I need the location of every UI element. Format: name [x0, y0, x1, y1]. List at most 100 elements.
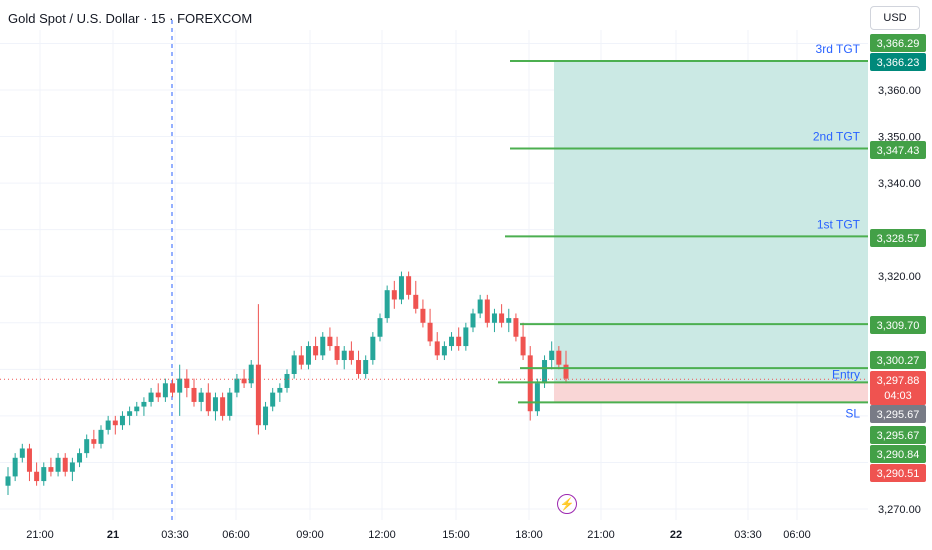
- price-tag: 3,295.67: [870, 405, 926, 423]
- candle: [370, 332, 376, 365]
- price-tag-text: 3,297.88: [877, 375, 920, 387]
- candle: [363, 355, 369, 379]
- price-tag-bg: [870, 371, 926, 405]
- chart-title: Gold Spot / U.S. Dollar · 15 · FOREXCOM: [8, 11, 253, 26]
- x-axis[interactable]: 21:00 21 03:30 06:00 09:00 12:00 15:00 18:00 21:…: [26, 529, 811, 541]
- price-tag: 3,290.51: [870, 464, 926, 482]
- candle: [191, 378, 197, 407]
- price-tag: 3,290.84: [870, 445, 926, 463]
- candle: [234, 373, 240, 398]
- candle: [398, 271, 404, 305]
- candle-body: [41, 467, 47, 482]
- candle-body: [248, 364, 254, 384]
- candle-body: [234, 378, 240, 393]
- x-tick-label: 09:00: [296, 529, 324, 541]
- candle: [334, 336, 340, 365]
- candle-body: [556, 350, 562, 365]
- candle: [255, 304, 261, 435]
- candle: [506, 308, 512, 333]
- candle-body: [62, 457, 68, 472]
- x-tick-label: 12:00: [368, 529, 396, 541]
- candle-body: [313, 346, 319, 356]
- candle: [277, 383, 283, 402]
- price-tag: 3,297.88 04:03: [870, 371, 926, 405]
- risk-reward-zones: [554, 60, 868, 403]
- candle-body: [363, 360, 369, 374]
- candle-body: [549, 350, 555, 361]
- candle: [184, 369, 190, 398]
- candle-body: [34, 471, 40, 482]
- candle-body: [441, 346, 447, 356]
- candle-body: [463, 327, 469, 347]
- candle: [270, 387, 276, 412]
- candle: [477, 294, 483, 319]
- candle-body: [449, 336, 455, 347]
- candle-body: [305, 346, 311, 365]
- candle: [484, 294, 490, 328]
- y-tick-label: 3,360.00: [878, 85, 921, 97]
- candle-body: [427, 322, 433, 342]
- candle: [491, 308, 497, 333]
- candle-body: [263, 406, 269, 426]
- candle: [162, 378, 168, 402]
- candle-body: [563, 364, 569, 379]
- price-tag-bg: [870, 445, 926, 463]
- candle: [556, 346, 562, 370]
- candle: [119, 411, 125, 430]
- candle-body: [127, 411, 133, 416]
- candle-body: [84, 439, 90, 454]
- candle: [127, 406, 133, 426]
- grid: [0, 30, 868, 520]
- candle-body: [534, 383, 540, 412]
- candle: [220, 392, 226, 421]
- candle-body: [141, 401, 147, 407]
- price-tag-bg: [870, 53, 926, 71]
- candle: [91, 429, 97, 449]
- level-label: SL: [845, 406, 860, 420]
- price-tag-text: 3,290.84: [877, 449, 920, 461]
- candle: [26, 443, 32, 482]
- candle: [5, 467, 11, 496]
- price-tag-countdown: 04:03: [884, 390, 912, 402]
- candle: [41, 462, 47, 486]
- candle-body: [391, 290, 397, 300]
- candle-body: [420, 308, 426, 323]
- candle: [212, 392, 218, 421]
- price-tag: 3,295.67: [870, 426, 926, 444]
- candle: [513, 313, 519, 342]
- candle-body: [370, 336, 376, 361]
- candle-body: [255, 364, 261, 426]
- candle-body: [105, 420, 111, 430]
- y-axis[interactable]: 3,360.00 3,350.00 3,340.00 3,320.00 3,270.00: [878, 85, 921, 516]
- price-tag: 3,347.43: [870, 141, 926, 159]
- price-tag-bg: [870, 464, 926, 482]
- y-tick-label: 3,320.00: [878, 271, 921, 283]
- candle: [55, 453, 61, 477]
- candle: [198, 387, 204, 412]
- price-tag-bg: [870, 426, 926, 444]
- level-label: 3rd TGT: [816, 42, 861, 56]
- candle: [391, 280, 397, 309]
- currency-button[interactable]: USD: [870, 6, 920, 30]
- x-tick-label: 03:30: [734, 529, 762, 541]
- price-tag-bg: [870, 405, 926, 423]
- candle-body: [91, 439, 97, 444]
- lightning-bolt-icon[interactable]: ⚡: [557, 494, 577, 514]
- candle: [48, 457, 54, 477]
- candle-body: [356, 360, 362, 374]
- candle-body: [327, 336, 333, 347]
- candle-body: [119, 415, 125, 426]
- price-tag-text: 3,347.43: [877, 145, 920, 157]
- candle-body: [112, 420, 118, 426]
- candle-body: [484, 299, 490, 323]
- candle: [320, 332, 326, 361]
- candle: [112, 415, 118, 435]
- x-tick-label: 22: [670, 529, 682, 541]
- candle: [549, 341, 555, 370]
- candle: [141, 397, 147, 416]
- candle-body: [520, 336, 526, 356]
- candle: [227, 387, 233, 421]
- price-tag-bg: [870, 229, 926, 247]
- candle: [12, 453, 18, 482]
- candle: [377, 313, 383, 342]
